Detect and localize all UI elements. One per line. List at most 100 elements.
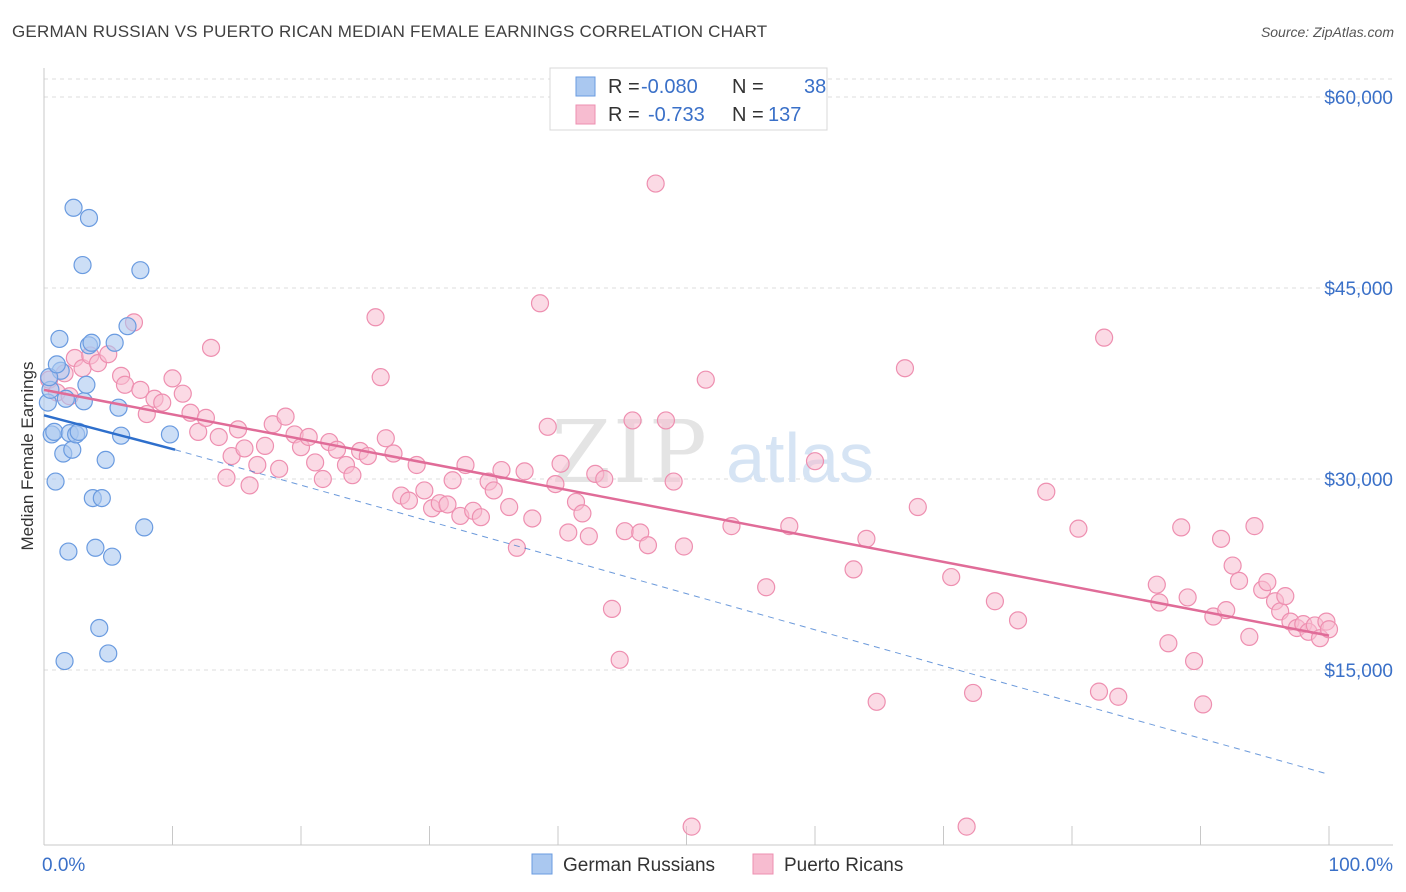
german-russian-point [79, 208, 99, 228]
german-russian-point [82, 333, 101, 352]
puerto-rican-point [523, 509, 542, 528]
puerto-rican-point [1172, 518, 1191, 537]
stats-n-label: N = [732, 104, 764, 126]
puerto-rican-point [399, 491, 419, 510]
puerto-rican-point [1147, 575, 1166, 594]
german-russian-point [118, 317, 137, 336]
puerto-rican-point [757, 578, 776, 597]
puerto-rican-point [240, 476, 259, 495]
german-russian-point [99, 644, 118, 663]
x-tick-label-max: 100.0% [1329, 855, 1394, 876]
puerto-rican-point [538, 417, 557, 436]
german-russian-point [92, 489, 111, 508]
puerto-rican-point [313, 469, 332, 489]
puerto-rican-point [942, 567, 961, 587]
puerto-rican-point [985, 592, 1005, 611]
stats-n-label: N = [732, 76, 764, 98]
puerto-rican-point [153, 393, 172, 412]
puerto-rican-point [366, 308, 385, 327]
stats-legend-swatch [575, 104, 596, 125]
puerto-rican-point [595, 469, 614, 489]
stats-legend-swatch [575, 76, 596, 97]
puerto-rican-point [1240, 627, 1259, 646]
puerto-rican-point [384, 444, 403, 463]
puerto-rican-point [115, 375, 135, 394]
puerto-rican-point [471, 508, 490, 527]
puerto-rican-point [610, 650, 629, 669]
puerto-rican-point [895, 359, 915, 378]
german-russian-point [59, 542, 78, 561]
y-axis-label: Median Female Earnings [18, 362, 37, 551]
puerto-rican-point [623, 411, 642, 430]
puerto-rican-point [674, 537, 694, 556]
y-tick-label: $45,000 [1324, 279, 1393, 300]
stats-r-label: R = [608, 76, 640, 98]
puerto-rican-point [131, 380, 150, 399]
puerto-rican-point [276, 407, 295, 426]
german-russian-point [73, 255, 92, 275]
puerto-rican-point [189, 422, 208, 441]
puerto-rican-point [217, 468, 236, 487]
stats-r-value: -0.733 [648, 104, 705, 126]
puerto-rican-point [270, 459, 289, 478]
legend-label-german-russians: German Russians [563, 855, 715, 876]
stats-legend-box [549, 67, 828, 131]
puerto-rican-point [306, 453, 325, 472]
puerto-rican-point [805, 452, 825, 471]
puerto-rican-point [1245, 517, 1264, 536]
puerto-rican-point [500, 497, 519, 517]
puerto-rican-point [1008, 611, 1028, 630]
german-russian-point [103, 547, 122, 566]
puerto-rican-point [484, 481, 503, 500]
german-russian-point [50, 329, 69, 349]
puerto-rican-point [1276, 587, 1295, 606]
puerto-rican-point [682, 817, 701, 836]
puerto-rican-point [1223, 556, 1242, 575]
german-russian-point [86, 538, 105, 557]
chart-source: Source: ZipAtlas.com [1260, 24, 1394, 40]
puerto-rican-point [1178, 588, 1197, 607]
puerto-rican-point [209, 427, 228, 447]
german-russian-point [131, 261, 150, 280]
puerto-rican-point [579, 527, 598, 546]
stats-n-value: 38 [804, 76, 826, 98]
watermark-atlas: atlas [726, 419, 874, 497]
puerto-rican-point [1069, 519, 1088, 538]
puerto-rican-point [551, 454, 570, 473]
puerto-rican-point [646, 174, 665, 193]
puerto-rican-point [1229, 571, 1249, 590]
puerto-rican-point [1037, 482, 1056, 501]
puerto-rican-point [844, 560, 863, 579]
chart-title: GERMAN RUSSIAN VS PUERTO RICAN MEDIAN FE… [12, 22, 768, 41]
puerto-rican-point [376, 429, 395, 448]
puerto-rican-point [507, 538, 526, 557]
puerto-rican-point [559, 523, 578, 542]
puerto-rican-point [1184, 651, 1204, 671]
puerto-rican-point [615, 522, 634, 541]
puerto-rican-point [1319, 620, 1339, 639]
puerto-rican-point [696, 370, 715, 389]
puerto-rican-point [664, 472, 683, 491]
puerto-rican-point [1089, 682, 1109, 701]
puerto-rican-point [415, 481, 434, 500]
puerto-rican-point [196, 408, 216, 427]
legend-swatch-puerto-ricans [752, 853, 774, 875]
stats-r-value: -0.080 [641, 76, 698, 98]
puerto-rican-point [163, 369, 182, 388]
legend-swatch-german-russians [531, 853, 553, 875]
german-russian-point [96, 450, 115, 469]
puerto-rican-point [1095, 328, 1114, 347]
puerto-rican-point [201, 338, 221, 357]
puerto-rican-point [573, 504, 592, 523]
german-russian-point [64, 198, 83, 217]
puerto-rican-point [173, 384, 192, 403]
german-russian-point [47, 355, 66, 374]
german-russian-point [160, 425, 180, 444]
puerto-rican-point [530, 294, 550, 313]
y-tick-label: $60,000 [1324, 88, 1393, 109]
german-russian-point [55, 651, 74, 671]
german-russian-point [63, 440, 82, 459]
puerto-rican-point [299, 427, 318, 447]
german-russian-point [135, 518, 154, 537]
